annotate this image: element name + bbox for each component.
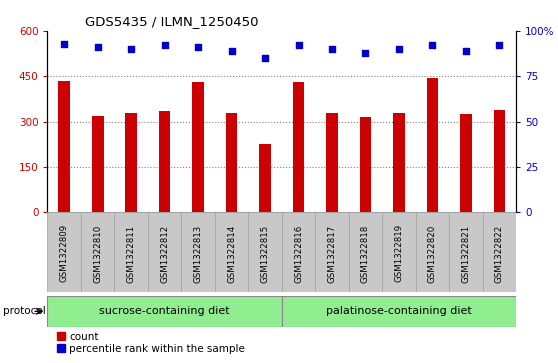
Bar (359, 117, 371, 212)
Point (194, 44, 203, 50)
Bar (47, 212, 81, 292)
Text: GSM1322810: GSM1322810 (93, 224, 102, 282)
Point (395, 46, 403, 52)
Point (160, 42, 169, 48)
Point (428, 42, 437, 48)
Bar (460, 114, 472, 212)
Legend: count, percentile rank within the sample: count, percentile rank within the sample (52, 327, 249, 358)
Point (328, 46, 336, 52)
Point (361, 50, 370, 56)
Text: GSM1322811: GSM1322811 (127, 224, 136, 282)
Text: GSM1322821: GSM1322821 (461, 224, 470, 282)
Bar (326, 113, 338, 212)
Text: palatinose-containing diet: palatinose-containing diet (326, 306, 472, 316)
Bar (225, 113, 238, 212)
Bar (493, 110, 505, 212)
Bar (382, 212, 416, 292)
Bar (248, 212, 282, 292)
Point (60, 41, 69, 46)
Text: GSM1322815: GSM1322815 (261, 224, 270, 282)
Bar (181, 212, 215, 292)
Point (93, 44, 102, 50)
Bar (81, 212, 114, 292)
Bar (47, 296, 282, 327)
Bar (315, 212, 349, 292)
Bar (159, 111, 171, 212)
Text: protocol: protocol (3, 306, 46, 316)
Text: GSM1322809: GSM1322809 (60, 224, 69, 282)
Bar (282, 296, 516, 327)
Bar (125, 113, 137, 212)
Bar (483, 212, 516, 292)
Text: GSM1322820: GSM1322820 (428, 224, 437, 282)
Bar (148, 212, 181, 292)
Bar (58, 81, 70, 212)
Text: GSM1322822: GSM1322822 (495, 224, 504, 282)
Point (127, 46, 136, 52)
Text: GSM1322819: GSM1322819 (395, 224, 403, 282)
Text: GSM1322818: GSM1322818 (361, 224, 370, 282)
Text: sucrose-containing diet: sucrose-containing diet (99, 306, 230, 316)
Point (261, 55, 270, 61)
Text: GSM1322812: GSM1322812 (160, 224, 169, 282)
Point (495, 42, 504, 48)
Bar (393, 113, 405, 212)
Bar (282, 212, 315, 292)
Point (294, 42, 303, 48)
Bar (92, 115, 103, 212)
Text: GSM1322817: GSM1322817 (328, 224, 336, 282)
Bar (449, 212, 483, 292)
Text: GSM1322814: GSM1322814 (227, 224, 236, 282)
Bar (192, 82, 204, 212)
Point (461, 48, 470, 54)
Text: GSM1322813: GSM1322813 (194, 224, 203, 282)
Bar (426, 78, 438, 212)
Bar (259, 144, 271, 212)
Text: GSM1322816: GSM1322816 (294, 224, 303, 282)
Text: GDS5435 / ILMN_1250450: GDS5435 / ILMN_1250450 (85, 15, 258, 28)
Bar (292, 82, 304, 212)
Bar (114, 212, 148, 292)
Bar (416, 212, 449, 292)
Bar (215, 212, 248, 292)
Point (227, 48, 236, 54)
Bar (349, 212, 382, 292)
